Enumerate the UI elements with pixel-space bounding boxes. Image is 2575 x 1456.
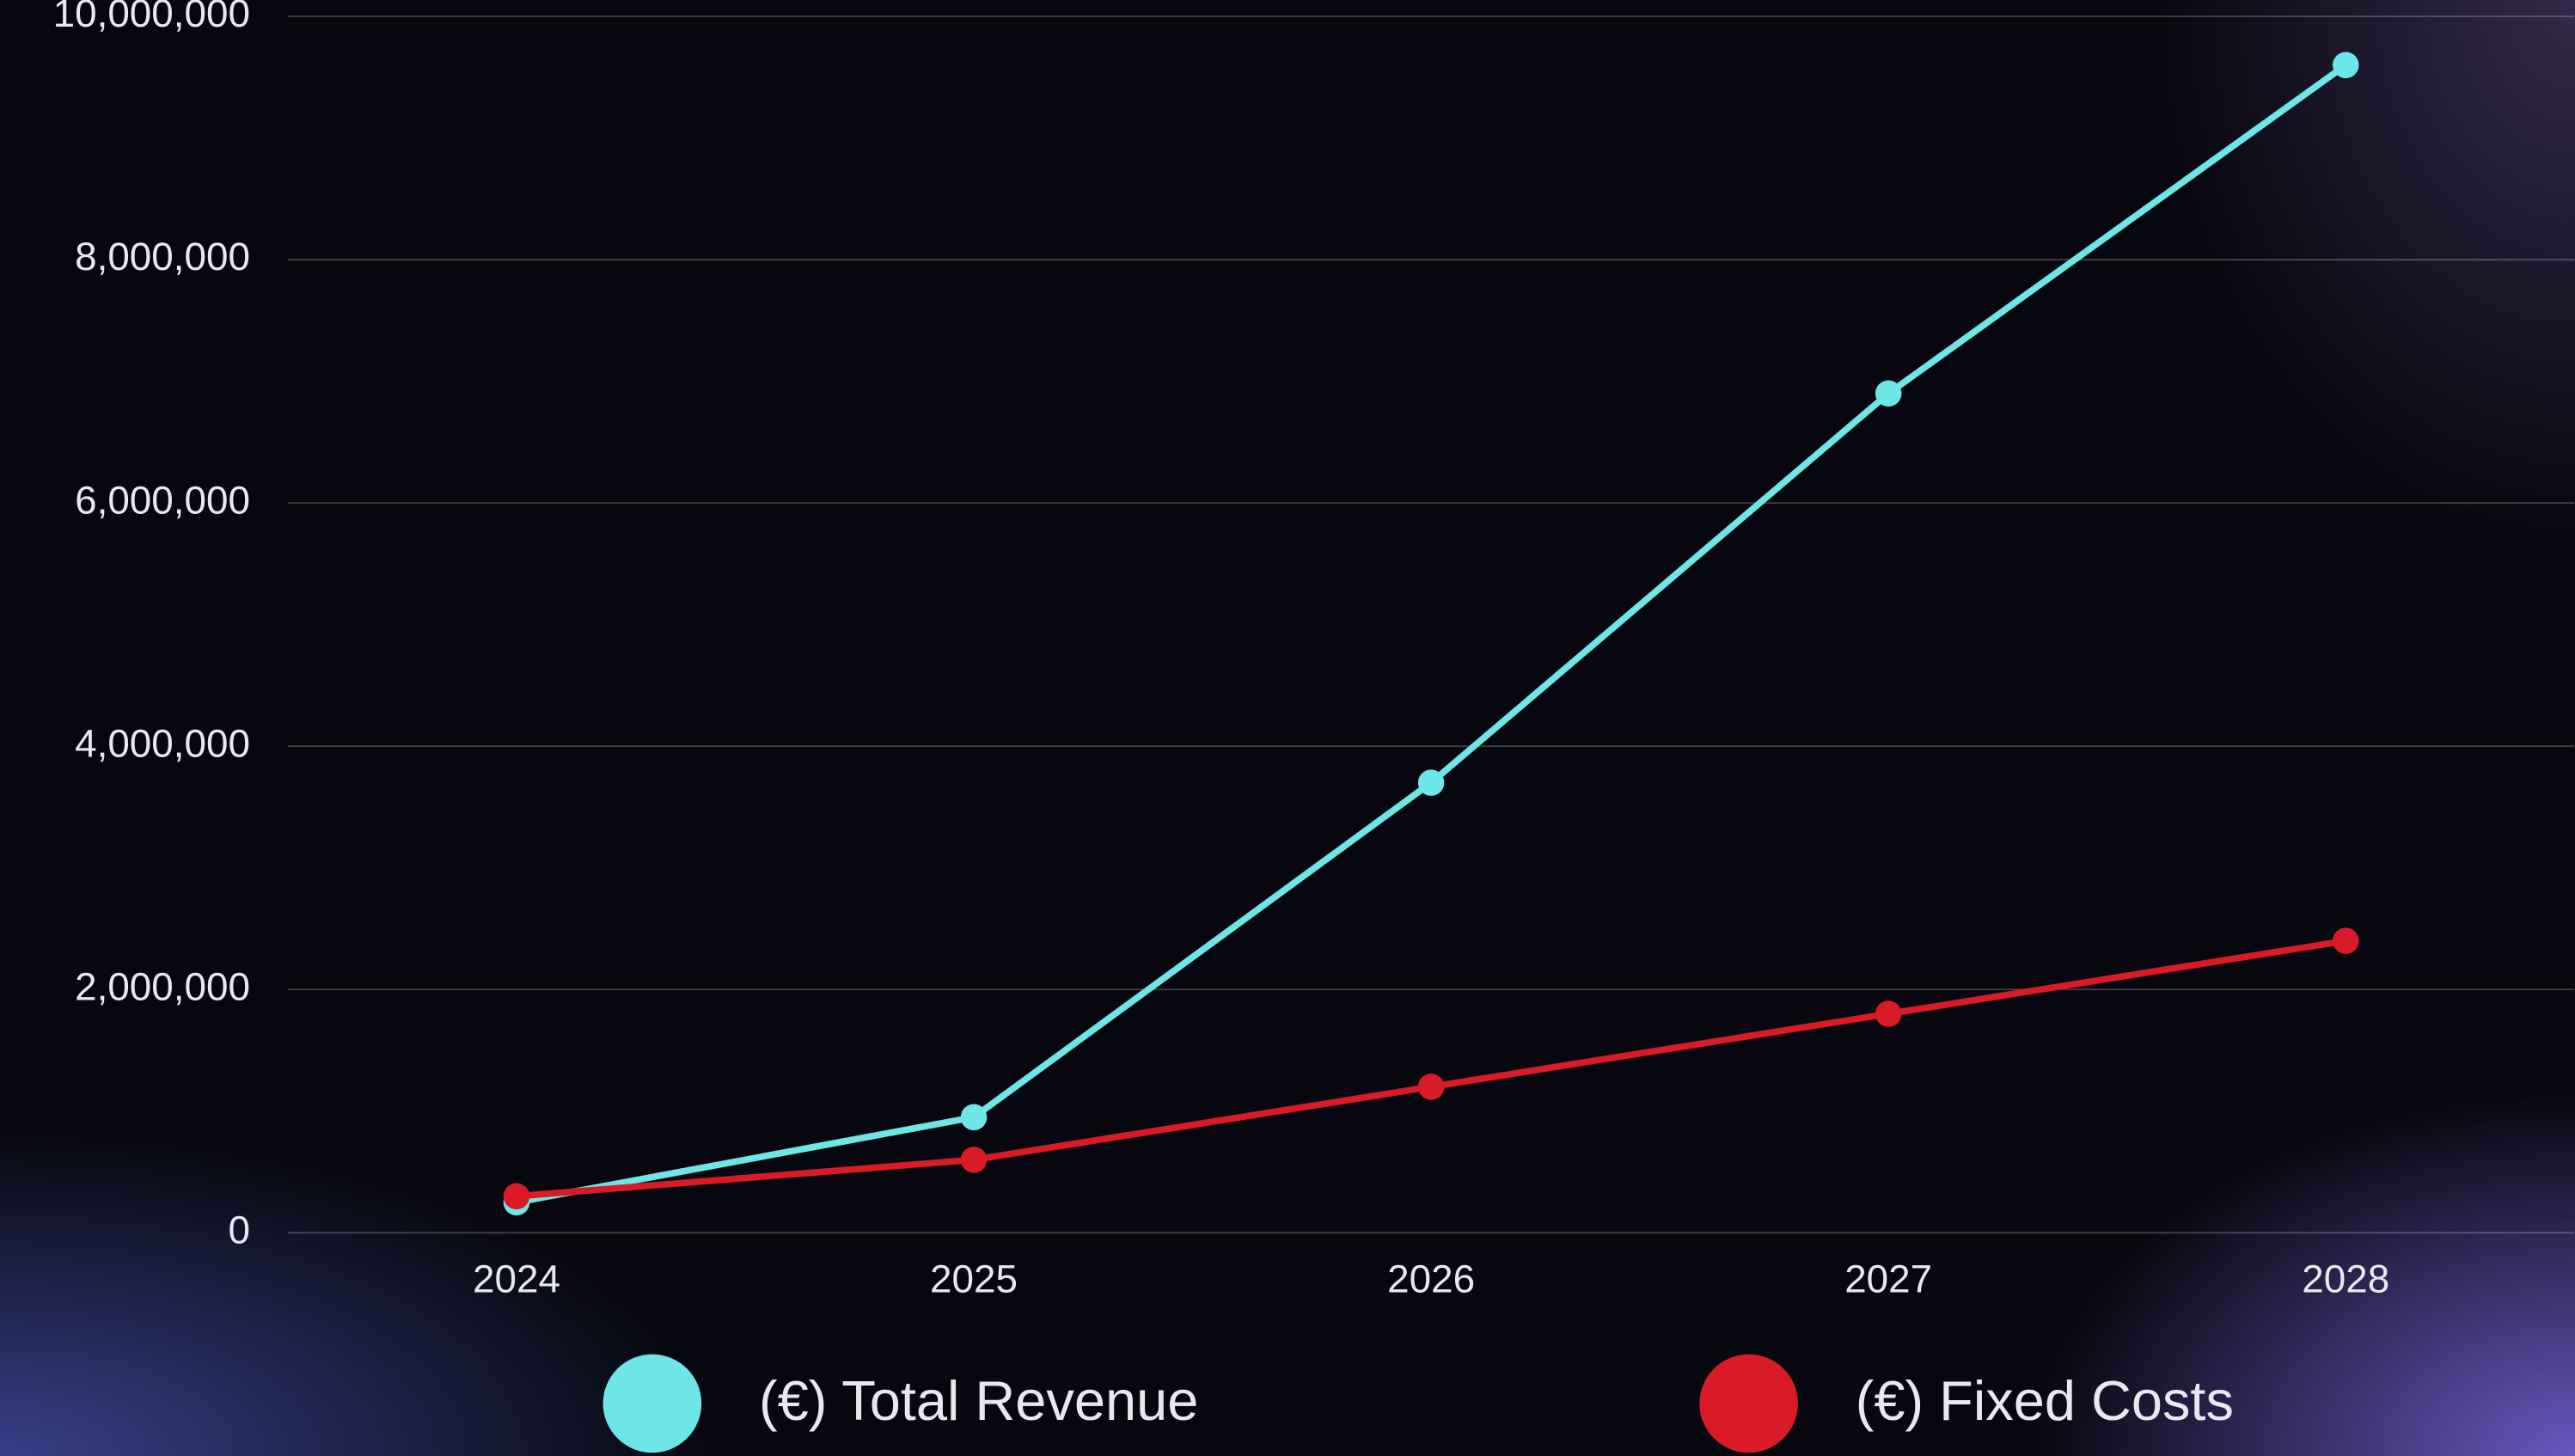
x-tick-label: 2027	[1844, 1257, 1932, 1301]
data-point	[1417, 769, 1445, 796]
x-tick-label: 2024	[473, 1257, 560, 1301]
data-point	[503, 1183, 530, 1210]
legend-swatch	[602, 1354, 702, 1453]
y-tick-label: 8,000,000	[75, 235, 250, 278]
data-point	[1875, 380, 1902, 407]
legend-label: (€) Total Revenue	[759, 1369, 1198, 1432]
data-point	[960, 1147, 988, 1173]
y-tick-label: 10,000,000	[53, 0, 250, 35]
x-tick-label: 2028	[2302, 1257, 2389, 1301]
legend-label: (€) Fixed Costs	[1856, 1369, 2234, 1432]
data-point	[1875, 1000, 1902, 1027]
x-tick-label: 2026	[1387, 1257, 1475, 1301]
y-tick-label: 6,000,000	[75, 478, 250, 522]
y-tick-label: 0	[229, 1208, 251, 1251]
y-tick-label: 4,000,000	[75, 721, 250, 765]
x-tick-label: 2025	[930, 1257, 1018, 1301]
data-point	[2332, 927, 2359, 954]
series-line	[516, 62, 2348, 1206]
y-tick-label: 2,000,000	[75, 964, 250, 1008]
legend-swatch	[1699, 1354, 1798, 1453]
data-point	[2332, 52, 2359, 78]
data-point	[1417, 1074, 1445, 1100]
series-line	[516, 937, 2346, 1200]
data-point	[960, 1104, 988, 1131]
